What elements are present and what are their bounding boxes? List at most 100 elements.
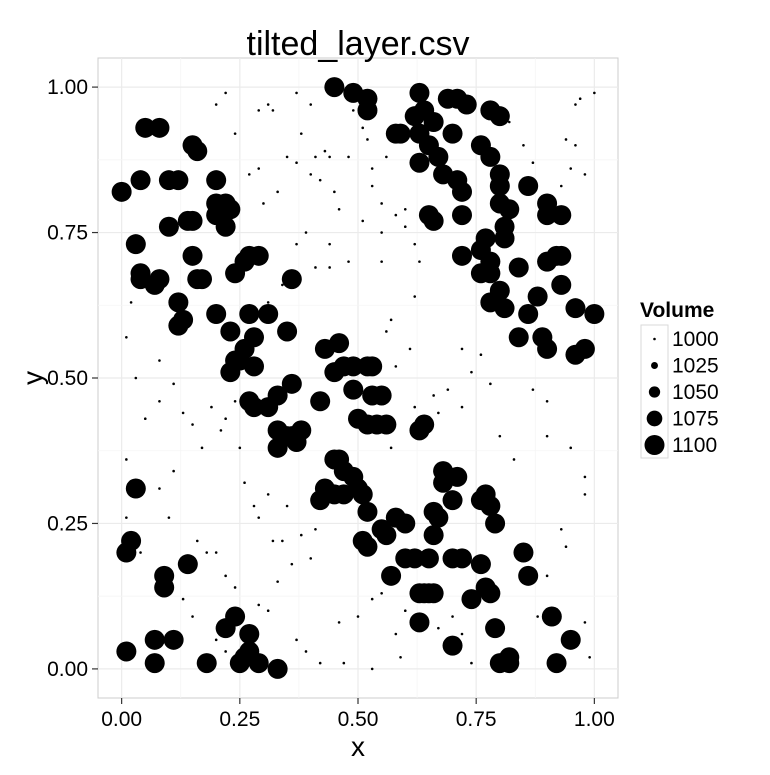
data-point-small xyxy=(318,661,322,665)
legend-entry-label: 1000 xyxy=(672,328,719,351)
data-point-small xyxy=(314,527,317,531)
legend-entry-label: 1075 xyxy=(672,408,719,431)
data-point-small xyxy=(389,446,393,450)
data-point-small xyxy=(559,184,563,188)
legend-key-symbol xyxy=(644,435,665,455)
data-point-small xyxy=(323,149,327,153)
data-point-small xyxy=(181,411,185,415)
data-point-small xyxy=(394,213,398,217)
data-point-small xyxy=(252,504,256,508)
data-point-small xyxy=(309,557,313,560)
data-point-small xyxy=(403,609,407,613)
data-point-small xyxy=(413,295,417,298)
data-point-large xyxy=(574,338,595,359)
data-point-large xyxy=(381,565,402,586)
data-point-large xyxy=(480,583,501,604)
data-point-large xyxy=(565,298,586,319)
data-point-small xyxy=(361,126,365,130)
data-point-large xyxy=(192,269,212,290)
data-point-small xyxy=(125,516,128,519)
data-point-small xyxy=(564,138,568,141)
data-point-small xyxy=(295,161,298,165)
data-point-large xyxy=(144,653,165,674)
data-point-large xyxy=(409,152,430,173)
data-point-large xyxy=(125,478,146,499)
x-axis-label: x xyxy=(351,731,365,762)
data-point-large xyxy=(329,333,350,354)
data-point-large xyxy=(470,554,491,575)
data-point-large xyxy=(551,205,572,226)
data-point-small xyxy=(370,167,374,170)
data-point-large xyxy=(423,583,444,604)
data-point-large xyxy=(409,583,430,604)
data-point-small xyxy=(337,207,341,211)
data-point-small xyxy=(489,382,492,386)
data-point-large xyxy=(409,82,430,103)
data-point-large xyxy=(239,624,260,644)
data-point-small xyxy=(214,103,218,106)
data-point-small xyxy=(531,161,535,165)
data-point-small xyxy=(210,405,213,409)
data-point-large xyxy=(206,170,227,191)
data-point-large xyxy=(475,484,496,505)
data-point-small xyxy=(285,504,289,508)
data-point-large xyxy=(215,216,236,237)
data-point-small xyxy=(432,394,435,397)
data-point-small xyxy=(403,225,407,229)
data-point-small xyxy=(470,661,473,665)
x-axis-ticks: 0.00 0.25 0.50 0.75 1.00 xyxy=(101,698,615,731)
data-point-large xyxy=(357,414,378,435)
data-point-large xyxy=(537,338,558,359)
data-point-small xyxy=(172,469,175,473)
data-point-large xyxy=(452,205,472,226)
data-point-small xyxy=(266,493,270,496)
data-point-small xyxy=(451,615,454,618)
data-point-small xyxy=(205,551,209,554)
data-point-small xyxy=(370,667,374,671)
data-point-large xyxy=(499,647,520,668)
data-point-large xyxy=(371,519,392,540)
data-point-large xyxy=(489,106,510,127)
data-point-small xyxy=(460,632,464,636)
data-point-small xyxy=(569,167,573,170)
data-point-small xyxy=(266,609,270,613)
legend-entry-label: 1025 xyxy=(672,355,719,378)
data-point-small xyxy=(158,487,161,490)
data-point-large xyxy=(130,170,151,191)
data-point-small xyxy=(224,91,227,95)
data-point-large xyxy=(220,362,241,383)
data-point-large xyxy=(499,199,520,220)
data-point-large xyxy=(144,629,165,650)
data-point-small xyxy=(276,580,279,583)
data-point-small xyxy=(380,231,383,234)
data-point-small xyxy=(139,551,142,554)
data-point-small xyxy=(295,638,298,642)
legend-title: Volume xyxy=(640,299,714,322)
data-point-small xyxy=(191,615,194,618)
data-point-large xyxy=(456,94,477,115)
data-point-small xyxy=(366,138,369,141)
legend-key-symbol xyxy=(653,337,656,341)
data-point-small xyxy=(437,411,440,415)
data-point-large xyxy=(357,501,378,522)
data-point-large xyxy=(518,176,539,196)
data-point-small xyxy=(408,347,412,351)
data-point-small xyxy=(413,405,417,409)
data-point-small xyxy=(437,626,440,630)
data-point-large xyxy=(376,414,397,435)
data-point-small xyxy=(271,539,275,543)
data-point-large xyxy=(442,123,463,144)
data-point-small xyxy=(233,399,237,403)
data-point-small xyxy=(200,446,204,450)
data-point-small xyxy=(470,370,473,374)
data-point-small xyxy=(361,219,365,223)
data-point-large xyxy=(518,304,539,324)
data-point-large xyxy=(513,542,534,563)
data-point-large xyxy=(352,484,373,505)
data-point-small xyxy=(158,399,161,403)
data-point-large xyxy=(121,530,142,551)
data-point-small xyxy=(167,516,171,519)
data-point-small xyxy=(403,207,407,211)
data-point-large xyxy=(371,385,392,406)
data-point-small xyxy=(559,527,563,531)
